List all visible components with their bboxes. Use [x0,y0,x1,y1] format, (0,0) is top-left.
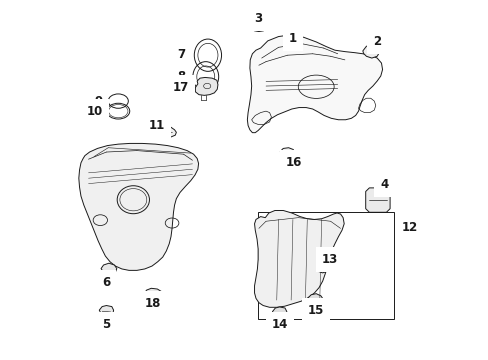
Text: 7: 7 [177,48,188,61]
Polygon shape [307,294,323,305]
Text: 14: 14 [271,318,287,331]
Polygon shape [247,35,382,133]
Polygon shape [99,306,113,316]
Text: 17: 17 [172,81,188,94]
Text: 18: 18 [144,297,161,310]
Polygon shape [158,126,176,137]
Text: 13: 13 [321,253,337,266]
Polygon shape [362,45,379,58]
Bar [258,212,394,319]
Text: 3: 3 [254,12,262,25]
Polygon shape [79,143,198,270]
Polygon shape [254,211,344,307]
Text: 4: 4 [379,178,387,191]
Text: 1: 1 [288,32,296,45]
Text: 8: 8 [177,69,188,82]
Text: 2: 2 [371,35,381,49]
Polygon shape [317,261,328,273]
Text: 10: 10 [86,105,102,118]
Text: 12: 12 [401,221,417,234]
Polygon shape [144,288,163,301]
Text: 15: 15 [307,305,324,318]
Polygon shape [365,188,389,212]
Polygon shape [272,307,286,317]
Polygon shape [280,148,294,158]
Polygon shape [101,263,117,275]
Text: 16: 16 [285,156,302,169]
Polygon shape [195,77,218,95]
Polygon shape [250,23,265,32]
Text: 9: 9 [94,95,104,108]
Text: 6: 6 [102,276,110,289]
Text: 11: 11 [148,119,164,132]
Text: 5: 5 [102,318,110,331]
